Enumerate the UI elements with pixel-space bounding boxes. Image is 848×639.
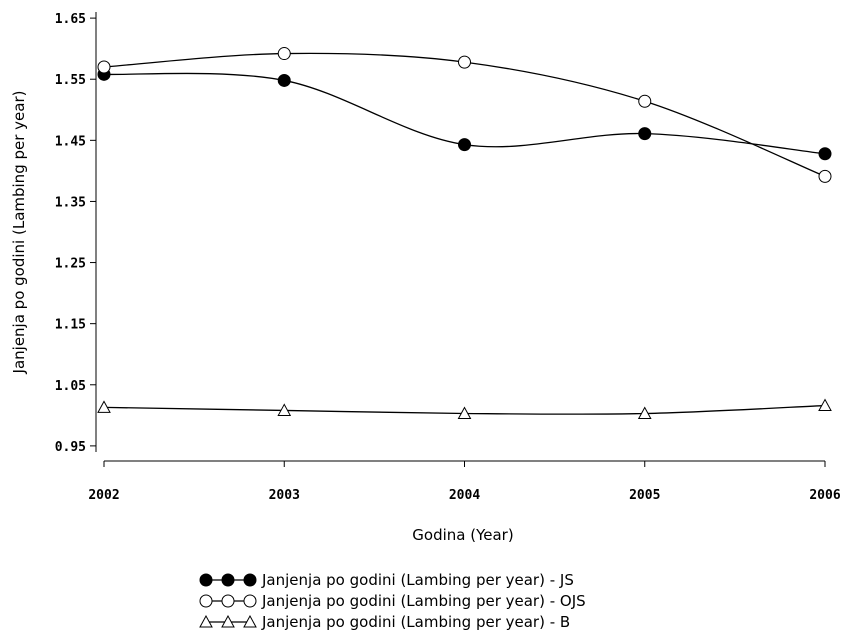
data-point-ojs [818,169,832,183]
legend-marker [243,573,257,587]
legend-marker [199,573,213,587]
x-axis-ticks: 2002 2003 2004 2005 2006 [88,461,841,503]
data-point-ojs [458,55,471,69]
legend-marker [199,594,213,608]
y-axis-label: Janjenja po godini (Lambing per year) [10,91,28,375]
series-ojs [97,47,832,183]
y-tick-label: 1.55 [55,73,86,88]
y-tick-label: 1.15 [55,318,86,333]
data-point-js [458,138,471,152]
legend-label: Janjenja po godini (Lambing per year) - … [261,613,570,631]
series-js [97,67,832,161]
x-tick-label: 2002 [88,488,119,503]
legend-item-b: Janjenja po godini (Lambing per year) - … [199,613,570,631]
data-point-ojs [638,94,652,108]
series-line-ojs [103,52,826,177]
series-b [97,398,832,419]
legend-label: Janjenja po godini (Lambing per year) - … [261,571,574,589]
data-point-js [818,147,832,161]
legend-item-ojs: Janjenja po godini (Lambing per year) - … [199,592,586,610]
axes [95,12,825,462]
data-point-b [637,406,652,419]
legend-marker [243,614,257,628]
legend-marker [221,594,235,608]
data-point-js [277,73,291,87]
legend-marker [221,614,235,628]
data-point-b [277,403,292,416]
data-point-js [638,127,652,141]
data-point-b [818,398,832,412]
y-tick-label: 0.95 [55,440,86,455]
data-point-ojs [97,60,111,74]
y-tick-label: 1.05 [55,379,86,394]
legend-marker [199,614,213,628]
legend-item-js: Janjenja po godini (Lambing per year) - … [199,571,574,589]
data-point-ojs [277,47,291,61]
legend-marker [221,573,235,587]
y-tick-label: 1.45 [55,134,86,149]
y-axis-ticks: 0.95 1.05 1.15 1.25 1.35 1.45 1.55 1.65 [55,12,96,455]
x-axis-label: Godina (Year) [412,526,513,544]
x-tick-label: 2003 [269,488,300,503]
x-tick-label: 2004 [449,488,480,503]
x-tick-label: 2006 [809,488,840,503]
legend-marker [243,594,257,608]
y-tick-label: 1.35 [55,195,86,210]
y-tick-label: 1.25 [55,257,86,272]
legend-label: Janjenja po godini (Lambing per year) - … [261,592,586,610]
data-point-b [97,400,111,413]
y-tick-label: 1.65 [55,12,86,27]
legend: Janjenja po godini (Lambing per year) - … [199,571,586,631]
x-tick-label: 2005 [629,488,660,503]
data-point-b [457,406,472,419]
series-group [97,47,832,419]
